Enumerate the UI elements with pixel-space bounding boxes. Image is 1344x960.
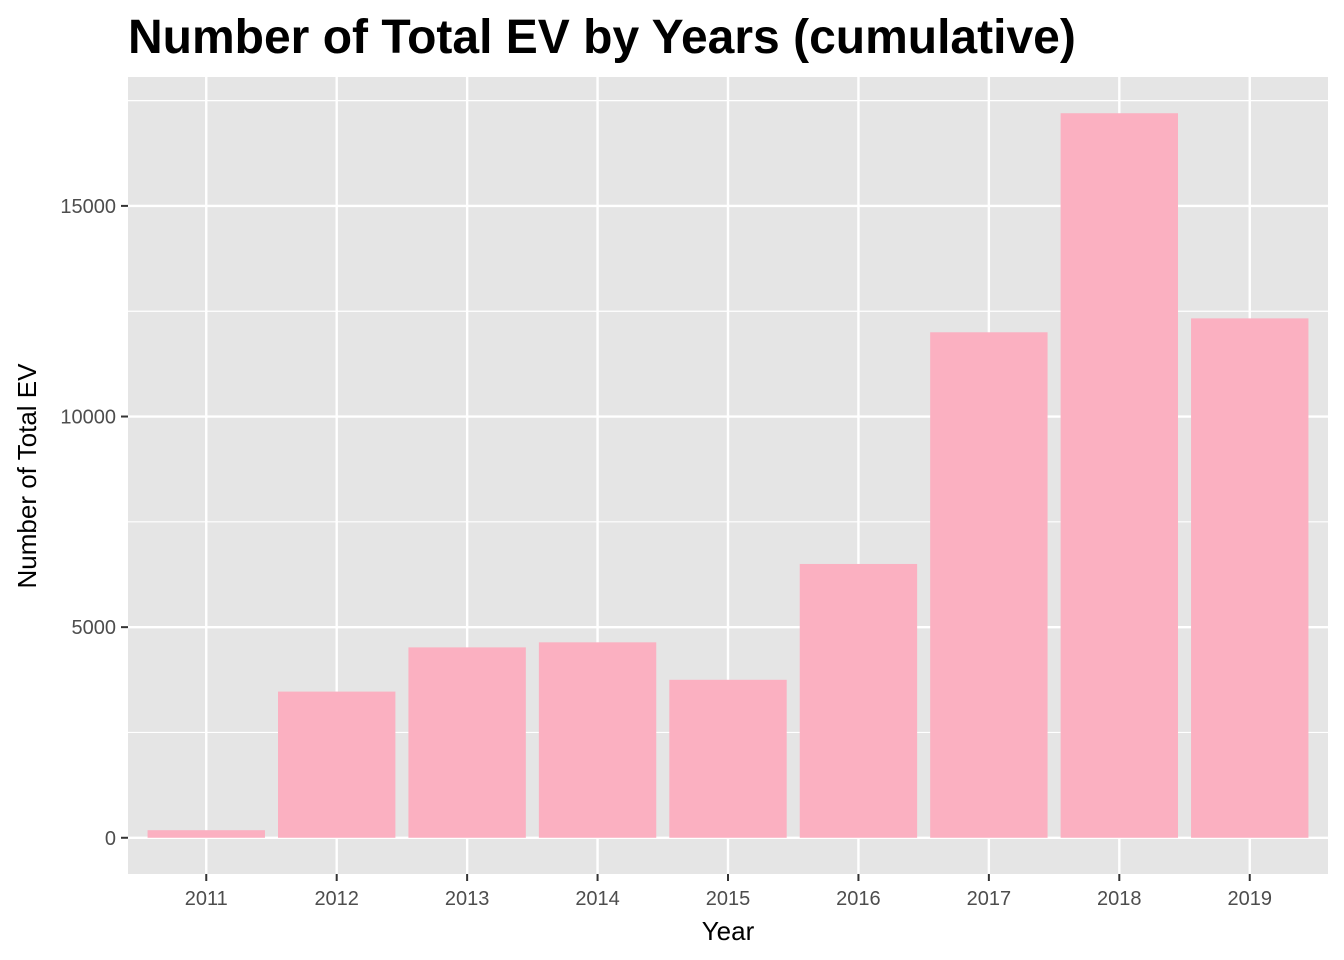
bar-2019 [1191,318,1309,838]
x-tick-label: 2019 [1227,888,1272,910]
y-tick-label: 15000 [60,196,116,218]
bar-2013 [408,647,526,838]
bar-2018 [1060,113,1178,838]
x-tick-label: 2015 [706,888,751,910]
x-axis: 2011 2012 2013 2014 2015 2016 2017 2018 2019 [185,874,1272,910]
y-tick-label: 10000 [60,407,116,429]
bars [147,113,1309,838]
y-tick-label: 5000 [72,617,117,639]
x-tick-label: 2011 [185,888,228,910]
x-axis-title: Year [702,916,755,946]
bar-2017 [930,332,1048,838]
x-tick-label: 2013 [445,888,490,910]
y-axis: 0 5000 10000 15000 [60,196,128,850]
chart-title: Number of Total EV by Years (cumulative) [128,11,1076,64]
x-tick-label: 2017 [967,888,1012,910]
bar-2014 [538,642,657,838]
x-tick-label: 2016 [836,888,881,910]
bar-2015 [669,679,787,838]
bar-2016 [799,563,918,838]
y-axis-title: Number of Total EV [12,363,42,589]
x-tick-label: 2018 [1097,888,1142,910]
x-tick-label: 2014 [575,888,620,910]
y-tick-label: 0 [105,828,116,850]
bar-2011 [147,830,265,838]
x-tick-label: 2012 [314,888,359,910]
bar-2012 [278,691,396,838]
